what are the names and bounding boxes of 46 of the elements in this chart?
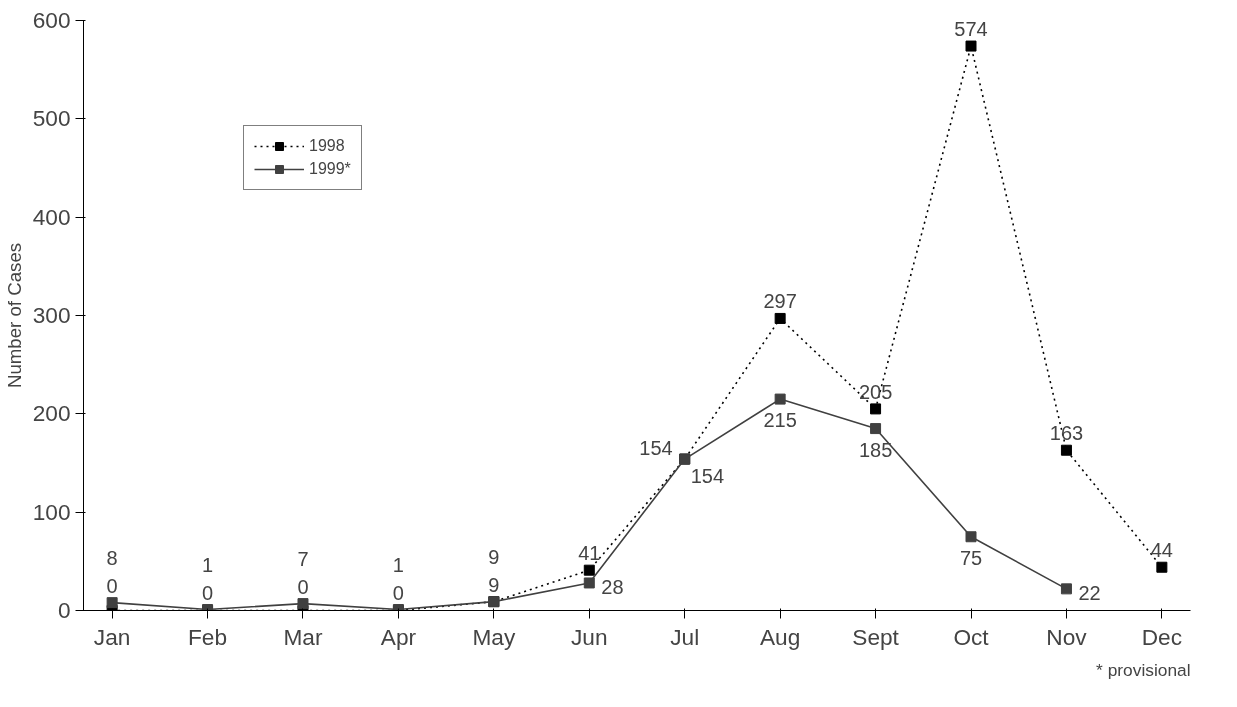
x-tick-label: Jan (93, 623, 131, 650)
data-label: 0 (202, 581, 214, 604)
data-label: 8 (106, 546, 118, 569)
data-label: 9 (488, 545, 500, 568)
x-tick-label: Aug (759, 623, 801, 650)
data-label: 44 (1150, 539, 1173, 562)
x-tick-label: Apr (380, 623, 417, 650)
data-label: 215 (763, 409, 797, 432)
legend-label: 1999* (309, 160, 351, 178)
data-label: 0 (392, 581, 404, 604)
data-label: 154 (690, 465, 725, 488)
text: * provisional (1096, 659, 1191, 680)
y-tick-label: 0 (57, 597, 71, 623)
data-label: 0 (297, 575, 309, 598)
data-label: 154 (639, 437, 673, 460)
y-axis-title: Number of Cases (3, 242, 25, 389)
x-tick-label: Nov (1046, 623, 1088, 650)
data-label: 41 (578, 542, 601, 565)
data-label: 75 (959, 546, 983, 569)
y-tick-label: 300 (32, 302, 71, 328)
y-tick-label: 100 (32, 498, 71, 525)
y-tick-label: 500 (32, 105, 71, 132)
data-label: 205 (858, 380, 893, 403)
y-tick-label: 400 (32, 203, 71, 230)
x-tick-label: Feb (188, 623, 228, 650)
x-tick-label: Mar (283, 623, 323, 650)
x-tick-label: May (472, 623, 516, 650)
y-tick-label: 600 (32, 7, 71, 33)
data-label: 22 (1078, 581, 1101, 604)
data-label: 1 (392, 553, 404, 576)
data-label: 297 (763, 290, 797, 313)
data-label: 9 (488, 573, 500, 596)
x-tick-label: Jun (571, 623, 608, 650)
data-label: 0 (106, 574, 118, 597)
x-tick-label: Jul (670, 623, 700, 650)
data-label: 7 (297, 547, 309, 570)
x-tick-label: Oct (953, 623, 990, 650)
data-label: 185 (858, 438, 893, 461)
x-tick-label: Sept (852, 623, 900, 650)
data-label: 574 (954, 18, 988, 41)
x-tick-label: Dec (1141, 623, 1183, 650)
y-tick-label: 200 (32, 400, 71, 427)
data-label: 1 (202, 553, 214, 576)
data-label: 28 (601, 575, 624, 598)
data-label: 163 (1049, 422, 1084, 445)
legend-label: 1998 (309, 137, 345, 155)
